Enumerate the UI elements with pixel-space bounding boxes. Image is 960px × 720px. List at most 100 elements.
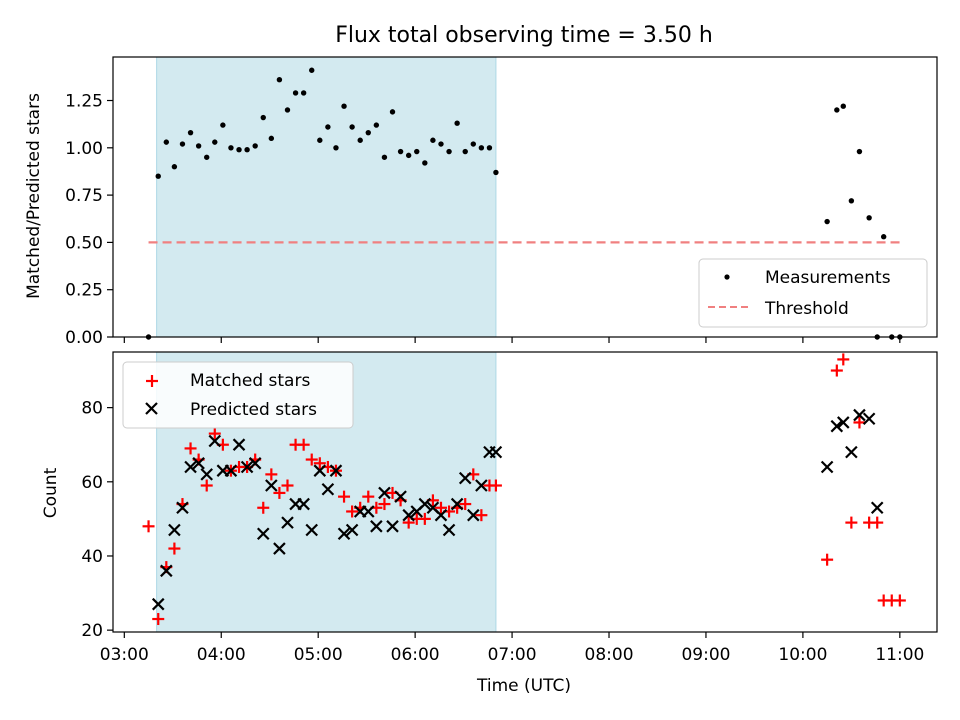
x-tick-label: 11:00 [875, 645, 924, 665]
measurement-point [195, 143, 202, 149]
measurement-point [470, 141, 476, 147]
measurement-point [187, 129, 194, 136]
measurement-point [848, 198, 855, 204]
measurement-point [179, 141, 186, 147]
matched-stars-point [362, 490, 375, 503]
predicted-stars-point [434, 508, 448, 522]
measurement-point [357, 137, 363, 143]
predicted-stars-point [450, 497, 464, 511]
predicted-stars-point [337, 527, 351, 540]
measurement-point [389, 109, 396, 115]
y-tick-label: 0.50 [65, 233, 103, 253]
y-tick-label: 1.00 [65, 139, 103, 159]
measurement-point [478, 145, 485, 151]
matched-stars-point [837, 353, 850, 366]
measurement-point [824, 218, 830, 225]
matched-stars-point [893, 594, 906, 607]
matched-stars-point [489, 479, 502, 492]
measurement-point [381, 154, 388, 160]
measurement-point [333, 145, 339, 151]
predicted-stars-point [256, 527, 270, 540]
measurement-point [171, 164, 178, 170]
predicted-stars-point [248, 456, 262, 470]
predicted-stars-point [853, 408, 866, 422]
matched-stars-point [313, 457, 326, 470]
measurement-point [220, 122, 226, 128]
matched-stars-point [871, 516, 884, 529]
measurement-point [840, 103, 846, 109]
matched-stars-point [845, 516, 858, 529]
bottom-legend: Matched stars Predicted stars [122, 361, 354, 429]
predicted-stars-point [345, 523, 359, 537]
predicted-stars-point [265, 479, 278, 492]
top-legend: Measurements Threshold [698, 258, 928, 328]
legend-threshold-label: Threshold [764, 299, 849, 319]
predicted-stars-point [273, 542, 286, 555]
matched-stars-point [459, 498, 472, 511]
y-tick-label: 0.25 [65, 281, 103, 301]
y-tick-label: 20 [81, 621, 103, 641]
x-tick-label: 06:00 [391, 645, 440, 665]
x-tick-label: 03:00 [100, 645, 149, 665]
measurement-point [163, 139, 170, 145]
predicted-stars-point [394, 490, 407, 503]
y-tick-label: 0.00 [65, 328, 103, 348]
predicted-stars-point [378, 486, 391, 500]
y-tick-label: 1.25 [65, 92, 103, 112]
predicted-stars-point [160, 564, 173, 578]
measurement-point [260, 114, 266, 121]
top-panel: Flux total observing time = 3.50 h 0.00 0… [24, 23, 938, 348]
x-tick-label: 08:00 [585, 645, 634, 665]
x-tick-label: 10:00 [778, 645, 827, 665]
predicted-stars-point [224, 464, 238, 477]
predicted-stars-point [870, 501, 884, 515]
matched-stars-point [402, 516, 415, 529]
matched-stars-point [273, 486, 286, 499]
matched-stars-point [853, 416, 866, 429]
predicted-stars-point [232, 438, 246, 451]
chart-title: Flux total observing time = 3.50 h [335, 23, 713, 48]
legend-measurements-label: Measurements [765, 268, 891, 288]
measurement-point [155, 173, 161, 179]
predicted-stars-point [192, 456, 205, 470]
measurement-point [212, 139, 218, 145]
measurement-point [325, 124, 331, 130]
matched-stars-point [168, 542, 181, 555]
y-tick-label: 60 [81, 473, 103, 493]
measurement-point [880, 234, 887, 240]
measurement-point [252, 143, 258, 149]
predicted-stars-point [184, 460, 197, 474]
bottom-y-axis-label: Count [41, 467, 61, 518]
x-tick-label: 04:00 [197, 645, 246, 665]
legend-predicted-marker [145, 402, 158, 415]
legend-matched-marker [146, 375, 158, 387]
predicted-stars-point [418, 497, 432, 511]
matched-stars-point [184, 442, 197, 455]
top-y-axis-label: Matched/Predicted stars [24, 93, 44, 299]
measurement-point [834, 107, 840, 113]
bottom-series-layer [142, 353, 906, 626]
bottom-panel: 03:00 04:00 05:00 06:00 07:00 08:00 09:00 10:00… [41, 351, 938, 696]
predicted-stars-point [475, 479, 488, 492]
predicted-stars-point [370, 520, 383, 533]
measurement-point [405, 152, 412, 159]
measurement-point [276, 77, 283, 83]
matched-stars-point [338, 490, 351, 503]
matched-stars-point [265, 468, 278, 481]
measurement-point [866, 215, 872, 221]
predicted-stars-point [830, 419, 844, 433]
matched-stars-point [434, 501, 447, 514]
predicted-stars-point [862, 412, 876, 426]
predicted-stars-point [281, 516, 294, 529]
bottom-plot-frame [112, 351, 938, 633]
measurement-point [414, 148, 420, 155]
measurement-point [309, 67, 315, 73]
top-plot-frame [112, 56, 938, 338]
predicted-stars-point [200, 468, 213, 481]
measurement-point [454, 120, 460, 126]
matched-stars-point [281, 479, 294, 492]
measurement-point [292, 90, 299, 96]
measurement-point [341, 103, 347, 109]
predicted-stars-point [442, 523, 456, 537]
